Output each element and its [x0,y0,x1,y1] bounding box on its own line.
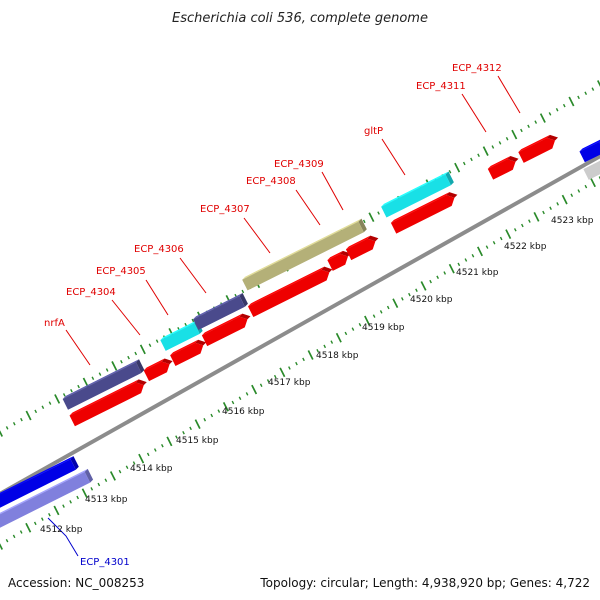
gene-label: gltP [364,126,383,137]
cds-feature [327,250,351,271]
scale-label: 4512 kbp [40,525,83,535]
scale-label: 4522 kbp [504,242,547,252]
gene-label: ECP_4311 [416,81,466,92]
leader-line [321,171,344,211]
scale-label: 4521 kbp [456,268,499,278]
leader-line [179,257,207,294]
scale-label: 4514 kbp [130,464,173,474]
cds-feature [390,192,458,234]
scale-label: 4520 kbp [410,295,453,305]
inner-tick-ring [0,176,600,550]
gene-feature [62,359,145,410]
genome-backbone [0,153,600,497]
gene-label: ECP_4306 [134,244,184,255]
gene-label: ECP_4308 [246,176,296,187]
topology-text: Topology: circular; Length: 4,938,920 bp… [259,576,590,590]
cds-feature [69,379,147,427]
gene-label: ECP_4305 [96,266,146,277]
gene-label: ECP_4309 [274,159,324,170]
gene-feature [242,218,367,291]
cds-feature [201,313,251,347]
scale-label: 4523 kbp [551,216,594,226]
leader-line [497,75,521,114]
leader-line [111,299,141,336]
leader-line [381,138,406,176]
gene-label: ECP_4312 [452,63,502,74]
gene-feature [0,456,79,508]
gene-feature [381,171,454,218]
cds-feature [247,266,333,318]
gene-labels: nrfA ECP_4304 ECP_4305 ECP_4306 ECP_4307 ECP_… [44,63,521,568]
feature-tracks [0,134,600,528]
leader-line [47,517,79,557]
scale-label: 4518 kbp [316,351,359,361]
gene-feature [193,293,248,330]
cds-feature [143,358,173,382]
backbone-line [0,153,600,497]
scale-labels: 4512 kbp 4513 kbp 4514 kbp 4515 kbp 4516 kbp… [40,216,594,535]
cds-feature [518,134,558,163]
gene-label: ECP_4307 [200,204,250,215]
leader-line [65,329,91,366]
map-title: Escherichia coli 536, complete genome [172,11,428,26]
scale-label: 4513 kbp [85,495,128,505]
gene-label: nrfA [44,318,65,329]
gene-feature [583,159,600,180]
accession-text: Accession: NC_008253 [8,576,144,590]
gene-label: ECP_4304 [66,287,116,298]
scale-label: 4517 kbp [268,378,311,388]
cds-feature [170,339,207,366]
scale-label: 4515 kbp [176,436,219,446]
gene-feature [0,468,94,528]
scale-label: 4516 kbp [222,407,265,417]
scale-label: 4519 kbp [362,323,405,333]
leader-line [295,189,321,226]
gene-label: ECP_4301 [80,557,130,568]
leader-line [461,93,487,133]
cds-feature [345,235,379,261]
leader-line [145,279,169,316]
cds-feature [487,156,519,180]
leader-line [243,217,271,254]
